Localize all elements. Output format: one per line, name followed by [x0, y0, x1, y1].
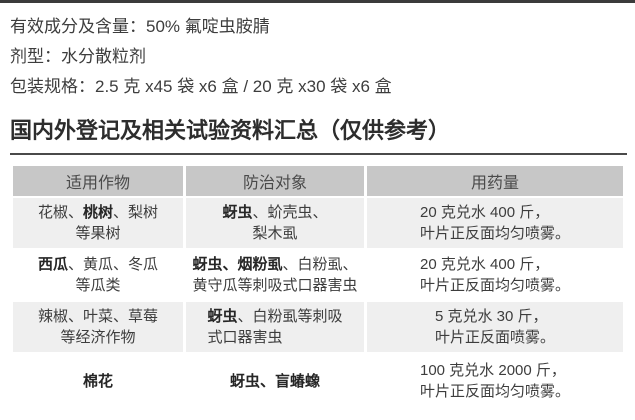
table-row: 西瓜、黄瓜、冬瓜 等瓜类 蚜虫、烟粉虱、白粉虱、 黄守瓜等刺吸式口器害虫 20 克兑… [13, 250, 623, 300]
cell-crop: 花椒、桃树、梨树 等果树 [13, 198, 183, 248]
column-header-target: 防治对象 [186, 166, 364, 196]
cell-target: 蚜虫、烟粉虱、白粉虱、 黄守瓜等刺吸式口器害虫 [186, 250, 364, 300]
target-text: 蚜虫、白粉虱等刺吸 式口器害虫 [207, 308, 343, 346]
dosage-text: 20 克兑水 400 斤， 叶片正反面均匀喷雾。 [419, 256, 570, 294]
cell-crop: 棉花 [13, 354, 183, 408]
cell-dosage: 20 克兑水 400 斤， 叶片正反面均匀喷雾。 [367, 250, 623, 300]
cell-target: 蚜虫、盲蝽蟓 [186, 354, 364, 408]
cell-dosage: 5 克兑水 30 斤， 叶片正反面喷雾。 [367, 302, 623, 352]
table-row: 花椒、桃树、梨树 等果树 蚜虫、蚧壳虫、 梨木虱 20 克兑水 400 斤， 叶片正反… [13, 198, 623, 248]
package-spec-line: 包装规格：2.5 克 x45 袋 x6 盒 / 20 克 x30 袋 x6 盒 [10, 77, 392, 96]
active-ingredient-line: 有效成分及含量：50% 氟啶虫胺腈 [10, 17, 270, 36]
dosage-text: 100 克兑水 2000 斤， 叶片正反面均匀喷雾。 [419, 362, 570, 400]
cell-target: 蚜虫、白粉虱等刺吸 式口器害虫 [186, 302, 364, 352]
top-divider [0, 0, 635, 3]
section-title: 国内外登记及相关试验资料汇总（仅供参考） [10, 118, 451, 143]
target-text: 蚜虫、烟粉虱、白粉虱、 黄守瓜等刺吸式口器害虫 [192, 256, 358, 294]
registration-table: 适用作物 防治对象 用药量 花椒、桃树、梨树 等果树 蚜虫、蚧壳虫、 梨木虱 20 … [10, 164, 626, 410]
column-header-crop: 适用作物 [13, 166, 183, 196]
table-row: 辣椒、叶菜、草莓 等经济作物 蚜虫、白粉虱等刺吸 式口器害虫 5 克兑水 30 斤，… [13, 302, 623, 352]
table-header-row: 适用作物 防治对象 用药量 [13, 166, 623, 196]
cell-dosage: 100 克兑水 2000 斤， 叶片正反面均匀喷雾。 [367, 354, 623, 408]
formulation-line: 剂型：水分散粒剂 [10, 47, 146, 66]
dosage-text: 5 克兑水 30 斤， 叶片正反面喷雾。 [434, 308, 555, 346]
cell-dosage: 20 克兑水 400 斤， 叶片正反面均匀喷雾。 [367, 198, 623, 248]
section-title-underline [10, 153, 627, 155]
column-header-dosage: 用药量 [367, 166, 623, 196]
page: 有效成分及含量：50% 氟啶虫胺腈 剂型：水分散粒剂 包装规格：2.5 克 x4… [0, 0, 635, 410]
dosage-text: 20 克兑水 400 斤， 叶片正反面均匀喷雾。 [419, 204, 570, 242]
table-row: 棉花 蚜虫、盲蝽蟓 100 克兑水 2000 斤， 叶片正反面均匀喷雾。 [13, 354, 623, 408]
product-info: 有效成分及含量：50% 氟啶虫胺腈 剂型：水分散粒剂 包装规格：2.5 克 x4… [0, 3, 635, 102]
cell-crop: 西瓜、黄瓜、冬瓜 等瓜类 [13, 250, 183, 300]
cell-target: 蚜虫、蚧壳虫、 梨木虱 [186, 198, 364, 248]
cell-crop: 辣椒、叶菜、草莓 等经济作物 [13, 302, 183, 352]
